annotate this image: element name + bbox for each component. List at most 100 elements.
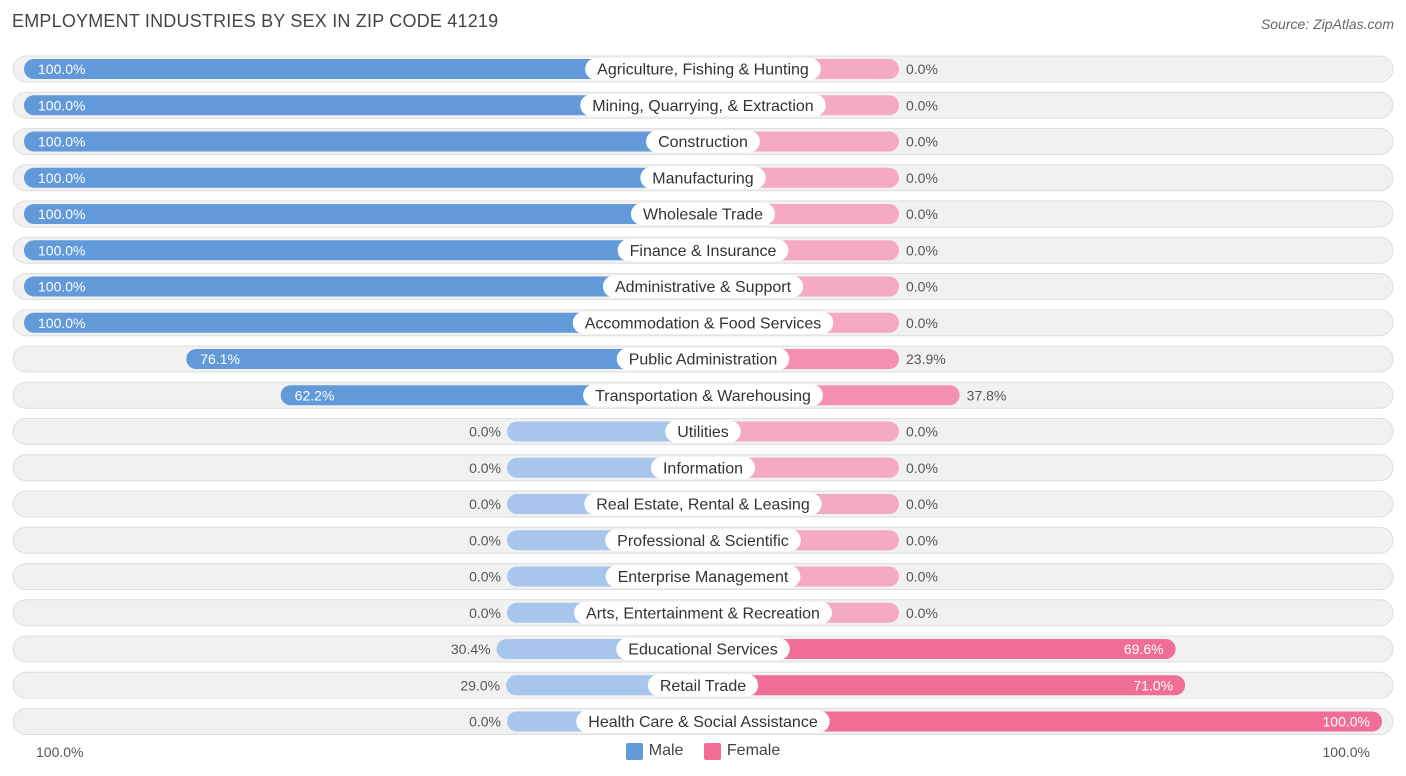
- female-value-label: 69.6%: [1124, 641, 1164, 657]
- chart-row: 76.1% 23.9% Public Administration: [12, 345, 1394, 373]
- category-label-pill: [584, 493, 822, 515]
- chart-row: 29.0% 71.0% Retail Trade: [12, 671, 1394, 699]
- category-label: Real Estate, Rental & Leasing: [596, 497, 809, 514]
- category-label: Administrative & Support: [615, 279, 792, 296]
- male-bar: [24, 59, 703, 79]
- male-value-label: 100.0%: [38, 97, 85, 113]
- female-value-label: 71.0%: [1133, 677, 1173, 693]
- male-bar: [24, 167, 703, 188]
- female-value-label: 0.0%: [906, 61, 938, 77]
- chart-row: 100.0% 0.0% Agriculture, Fishing & Hunting: [12, 55, 1394, 83]
- legend-female-label: Female: [726, 742, 781, 759]
- male-bar: [186, 349, 703, 369]
- male-value-label: 100.0%: [38, 206, 85, 222]
- male-value-label: 100.0%: [38, 315, 85, 331]
- female-value-label: 23.9%: [906, 351, 946, 367]
- male-bar: [24, 95, 703, 116]
- category-label: Construction: [658, 134, 748, 151]
- male-bar: [24, 131, 703, 152]
- male-value-label: 0.0%: [469, 569, 501, 585]
- category-label-pill: [583, 384, 823, 407]
- category-label-pill: [630, 203, 776, 225]
- male-value-label: 30.4%: [451, 641, 491, 657]
- diverging-bar-chart: 100.0% 0.0% Agriculture, Fishing & Hunting…: [12, 55, 1394, 735]
- male-value-label: 0.0%: [469, 424, 501, 440]
- chart-row: 62.2% 37.8% Transportation & Warehousing: [12, 381, 1394, 409]
- category-label-pill: [605, 529, 801, 552]
- category-label: Enterprise Management: [618, 569, 789, 586]
- category-label-pill: [576, 710, 830, 733]
- female-value-label: 0.0%: [906, 460, 938, 476]
- male-value-label: 29.0%: [460, 677, 500, 693]
- female-value-label: 0.0%: [906, 206, 938, 222]
- female-bar: [703, 639, 1176, 659]
- category-label-pill: [572, 311, 834, 334]
- category-label: Public Administration: [629, 352, 778, 369]
- female-value-label: 100.0%: [1323, 714, 1370, 730]
- female-value-label: 0.0%: [906, 315, 938, 331]
- male-value-label: 0.0%: [469, 605, 501, 621]
- axis-left-label: 100.0%: [36, 744, 84, 760]
- chart-row: 0.0% 0.0% Real Estate, Rental & Leasing: [12, 490, 1394, 518]
- male-value-label: 100.0%: [38, 134, 85, 150]
- male-value-label: 100.0%: [38, 242, 85, 258]
- category-label: Mining, Quarrying, & Extraction: [592, 98, 813, 115]
- category-label-pill: [647, 674, 759, 697]
- category-label: Educational Services: [628, 642, 777, 659]
- male-bar: [24, 276, 703, 297]
- category-label-pill: [580, 94, 826, 117]
- male-value-label: 100.0%: [38, 61, 85, 77]
- category-label-pill: [665, 420, 741, 443]
- male-bar: [24, 312, 703, 333]
- category-label: Finance & Insurance: [630, 243, 777, 260]
- chart-row: 0.0% 0.0% Utilities: [12, 418, 1394, 445]
- male-value-label: 0.0%: [469, 714, 501, 730]
- male-bar: [24, 240, 703, 261]
- female-value-label: 0.0%: [906, 532, 938, 548]
- category-label-pill: [646, 130, 760, 153]
- female-value-label: 0.0%: [906, 424, 938, 440]
- female-value-label: 0.0%: [906, 242, 938, 258]
- male-value-label: 0.0%: [469, 532, 501, 548]
- chart-title: EMPLOYMENT INDUSTRIES BY SEX IN ZIP CODE…: [12, 11, 499, 31]
- chart-row: 100.0% 0.0% Mining, Quarrying, & Extractio…: [12, 91, 1394, 119]
- category-label: Information: [663, 460, 743, 477]
- male-value-label: 100.0%: [38, 170, 85, 186]
- category-label: Health Care & Social Assistance: [588, 714, 818, 731]
- category-label-pill: [650, 456, 756, 479]
- category-label: Arts, Entertainment & Recreation: [586, 605, 820, 622]
- axis-right-label: 100.0%: [1322, 744, 1370, 760]
- male-bar: [507, 421, 703, 442]
- chart-row: 100.0% 0.0% Wholesale Trade: [12, 200, 1394, 228]
- legend-male: Male: [625, 742, 684, 760]
- chart-row: 0.0% 100.0% Health Care & Social Assistanc…: [12, 708, 1394, 735]
- category-label: Professional & Scientific: [617, 533, 789, 550]
- male-value-label: 0.0%: [469, 460, 501, 476]
- chart-row: 100.0% 0.0% Administrative & Support: [12, 273, 1394, 300]
- legend-male-label: Male: [648, 742, 684, 759]
- male-value-label: 76.1%: [200, 351, 240, 367]
- chart-row: 100.0% 0.0% Manufacturing: [12, 164, 1394, 192]
- male-value-label: 0.0%: [469, 496, 501, 512]
- female-value-label: 0.0%: [906, 170, 938, 186]
- source-label: Source: ZipAtlas.com: [1260, 16, 1394, 32]
- chart-row: 30.4% 69.6% Educational Services: [12, 635, 1394, 663]
- category-label-pill: [602, 275, 804, 298]
- female-value-label: 0.0%: [906, 569, 938, 585]
- category-label-pill: [605, 565, 801, 588]
- category-label: Manufacturing: [652, 170, 753, 187]
- female-value-label: 37.8%: [967, 387, 1007, 403]
- category-label-pill: [585, 58, 821, 80]
- female-bar: [703, 711, 1382, 732]
- category-label: Transportation & Warehousing: [595, 388, 811, 405]
- chart-row: 0.0% 0.0% Enterprise Management: [12, 563, 1394, 590]
- legend: Male Female: [0, 742, 1406, 765]
- male-bar: [24, 204, 703, 224]
- female-value-label: 0.0%: [906, 279, 938, 295]
- legend-male-swatch: [625, 742, 643, 760]
- category-label: Retail Trade: [660, 678, 746, 695]
- chart-row: 100.0% 0.0% Construction: [12, 128, 1394, 155]
- legend-female-swatch: [703, 742, 721, 760]
- category-label: Utilities: [677, 424, 729, 441]
- female-bar: [703, 675, 1186, 696]
